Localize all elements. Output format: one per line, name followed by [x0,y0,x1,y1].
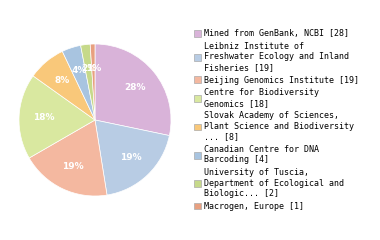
Wedge shape [33,51,95,120]
Text: 28%: 28% [124,83,146,92]
Text: 8%: 8% [54,76,70,85]
Text: 4%: 4% [71,66,87,75]
Wedge shape [95,120,169,195]
Text: 19%: 19% [62,162,84,171]
Text: 1%: 1% [86,64,101,73]
Text: 18%: 18% [33,113,54,122]
Wedge shape [81,44,95,120]
Wedge shape [90,44,95,120]
Wedge shape [95,44,171,136]
Legend: Mined from GenBank, NCBI [28], Leibniz Institute of
Freshwater Ecology and Inlan: Mined from GenBank, NCBI [28], Leibniz I… [194,29,359,211]
Wedge shape [29,120,107,196]
Wedge shape [62,45,95,120]
Text: 19%: 19% [120,153,141,162]
Text: 2%: 2% [81,64,96,73]
Wedge shape [19,76,95,158]
